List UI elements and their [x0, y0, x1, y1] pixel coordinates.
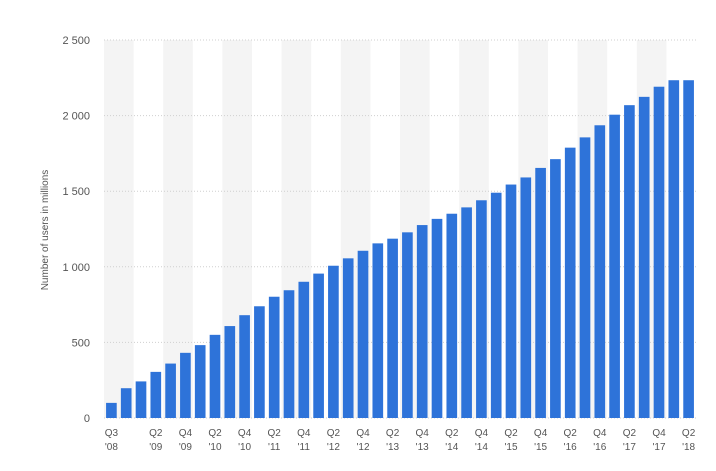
x-tick-label: Q3'08	[105, 428, 119, 453]
bar	[624, 105, 635, 418]
y-axis-ticks: 0 500 1 000 1 500 2 000 2 500	[62, 35, 90, 425]
bar	[490, 192, 502, 418]
x-tick-label: Q4'13	[416, 428, 430, 453]
x-tick-label: Q2'15	[504, 428, 518, 453]
bar	[609, 114, 620, 418]
bar	[446, 213, 458, 418]
y-tick-label: 500	[72, 337, 90, 349]
x-tick-label: Q4'17	[652, 428, 666, 453]
bar	[313, 273, 324, 418]
x-tick-label: Q2'09	[149, 428, 163, 453]
bar	[150, 371, 162, 418]
x-tick-label: Q2'14	[445, 428, 459, 453]
bar	[357, 250, 369, 418]
bar	[564, 147, 576, 418]
x-tick-label: Q2'13	[386, 428, 400, 453]
y-tick-label: 1 000	[62, 262, 90, 274]
bar	[668, 80, 680, 418]
bar	[180, 352, 191, 418]
x-tick-label: Q4'16	[593, 428, 607, 453]
bar	[431, 218, 443, 418]
bar	[416, 225, 428, 418]
bar	[638, 96, 650, 418]
y-tick-label: 2 000	[62, 111, 90, 123]
bar	[579, 137, 591, 418]
x-tick-label: Q4'14	[475, 428, 489, 453]
x-tick-label: Q2'17	[623, 428, 637, 453]
bar	[520, 177, 532, 418]
x-tick-label: Q4'10	[238, 428, 252, 453]
y-tick-label: 1 500	[62, 186, 90, 198]
bar	[298, 281, 310, 418]
x-axis-ticks: Q3'08 Q2'09 Q4'09 Q2'10 Q4'10 Q2'11 Q4'11 Q2'12…	[105, 428, 696, 453]
bar	[653, 86, 665, 419]
bar	[535, 167, 546, 418]
bar	[194, 345, 206, 418]
bar	[120, 388, 132, 418]
x-tick-label: Q4'15	[534, 428, 548, 453]
bar	[328, 265, 339, 418]
x-tick-label: Q2'16	[564, 428, 578, 453]
x-tick-label: Q2'10	[208, 428, 222, 453]
x-tick-label: Q2'11	[268, 428, 282, 453]
bar	[342, 258, 354, 418]
x-tick-label: Q2'18	[682, 428, 696, 453]
bar-series	[106, 80, 694, 419]
y-tick-label: 2 500	[62, 35, 90, 47]
bar	[461, 207, 472, 418]
bar	[224, 326, 236, 418]
y-axis-label: Number of users in millions	[40, 170, 51, 291]
background-band	[104, 40, 134, 418]
bar	[165, 363, 176, 418]
x-tick-label: Q2'12	[327, 428, 341, 453]
bar	[135, 381, 147, 418]
x-tick-label: Q4'12	[356, 428, 370, 453]
bar	[209, 334, 221, 418]
x-tick-label: Q4'09	[179, 428, 193, 453]
bar	[594, 125, 606, 419]
bar	[476, 200, 487, 418]
bar	[283, 290, 295, 418]
bar	[550, 159, 561, 418]
bar	[505, 184, 517, 418]
y-tick-label: 0	[84, 413, 90, 425]
bar	[402, 232, 413, 418]
bar	[106, 402, 117, 418]
bar	[239, 315, 250, 418]
bar	[387, 238, 398, 418]
bar	[268, 296, 280, 418]
bar	[683, 80, 694, 418]
bar	[254, 306, 265, 418]
x-tick-label: Q4'11	[297, 428, 311, 453]
bar	[372, 243, 384, 418]
